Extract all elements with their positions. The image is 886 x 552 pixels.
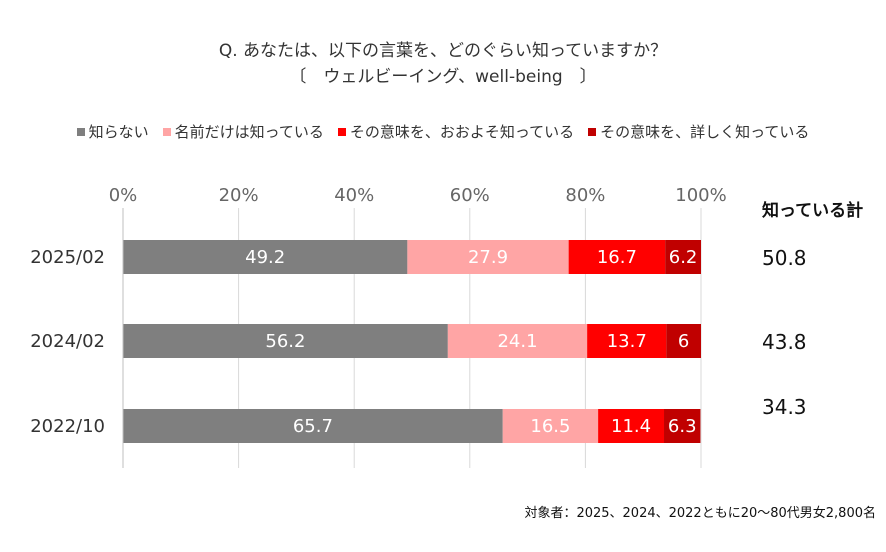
legend-label-3: その意味を、詳しく知っている	[600, 123, 810, 141]
total-value-0: 50.8	[762, 246, 807, 270]
bar-label-1-3: 6	[678, 331, 689, 352]
bar-label-2-2: 11.4	[611, 416, 651, 437]
legend-swatch-0	[76, 127, 85, 136]
bar-0-3	[665, 240, 701, 274]
bar-label-0-0: 49.2	[245, 247, 285, 268]
bar-2-2	[598, 409, 665, 443]
legend-item-0: 知らない	[76, 121, 149, 142]
bar-1-1	[447, 324, 588, 358]
bar-label-0-1: 27.9	[468, 247, 508, 268]
legend-label-1: 名前だけは知っている	[174, 123, 324, 141]
bar-0-0	[123, 240, 408, 274]
bar-0-1	[407, 240, 569, 274]
total-value-1: 43.8	[762, 330, 807, 354]
legend-label-0: 知らない	[88, 123, 149, 141]
bar-label-1-1: 24.1	[497, 331, 537, 352]
category-label-2: 2022/10	[30, 416, 105, 437]
category-label-0: 2025/02	[30, 247, 105, 268]
legend-label-2: その意味を、おおよそ知っている	[349, 123, 575, 141]
bar-2-3	[664, 409, 701, 443]
legend-swatch-3	[588, 127, 597, 136]
x-tick-label-0: 0%	[109, 185, 138, 206]
x-tick-label-3: 60%	[450, 185, 490, 206]
chart-title: Q. あなたは、以下の言葉を、どのぐらい知っていますか？	[218, 41, 668, 61]
legend-item-3: その意味を、詳しく知っている	[588, 121, 809, 142]
bar-label-1-0: 56.2	[265, 331, 305, 352]
category-label-1: 2024/02	[30, 331, 105, 352]
bar-label-2-3: 6.3	[668, 416, 697, 437]
total-value-2: 34.3	[762, 395, 807, 419]
bar-label-1-2: 13.7	[607, 331, 647, 352]
totals-header: 知っている計	[761, 200, 863, 221]
legend-item-1: 名前だけは知っている	[162, 121, 324, 142]
x-tick-label-4: 80%	[565, 185, 605, 206]
x-tick-label-5: 100%	[675, 185, 726, 206]
legend-swatch-2	[337, 127, 346, 136]
x-tick-label-1: 20%	[219, 185, 259, 206]
bar-label-0-2: 16.7	[597, 247, 637, 268]
x-tick-label-2: 40%	[334, 185, 374, 206]
bar-label-2-1: 16.5	[530, 416, 570, 437]
legend: 知らない 名前だけは知っている その意味を、おおよそ知っている その意味を、詳し…	[0, 121, 886, 142]
bar-2-1	[502, 409, 599, 443]
legend-swatch-1	[162, 127, 171, 136]
legend-item-2: その意味を、おおよそ知っている	[337, 121, 575, 142]
bar-label-0-3: 6.2	[669, 247, 698, 268]
chart-subtitle: 〔 ウェルビーイング、well-being 〕	[289, 67, 597, 87]
bar-1-0	[123, 324, 448, 358]
bar-1-3	[666, 324, 701, 358]
bar-1-2	[587, 324, 667, 358]
bar-2-0	[123, 409, 503, 443]
bar-label-2-0: 65.7	[293, 416, 333, 437]
footnote: 対象者：2025、2024、2022ともに20～80代男女2,800名	[524, 506, 876, 521]
bar-0-2	[568, 240, 666, 274]
